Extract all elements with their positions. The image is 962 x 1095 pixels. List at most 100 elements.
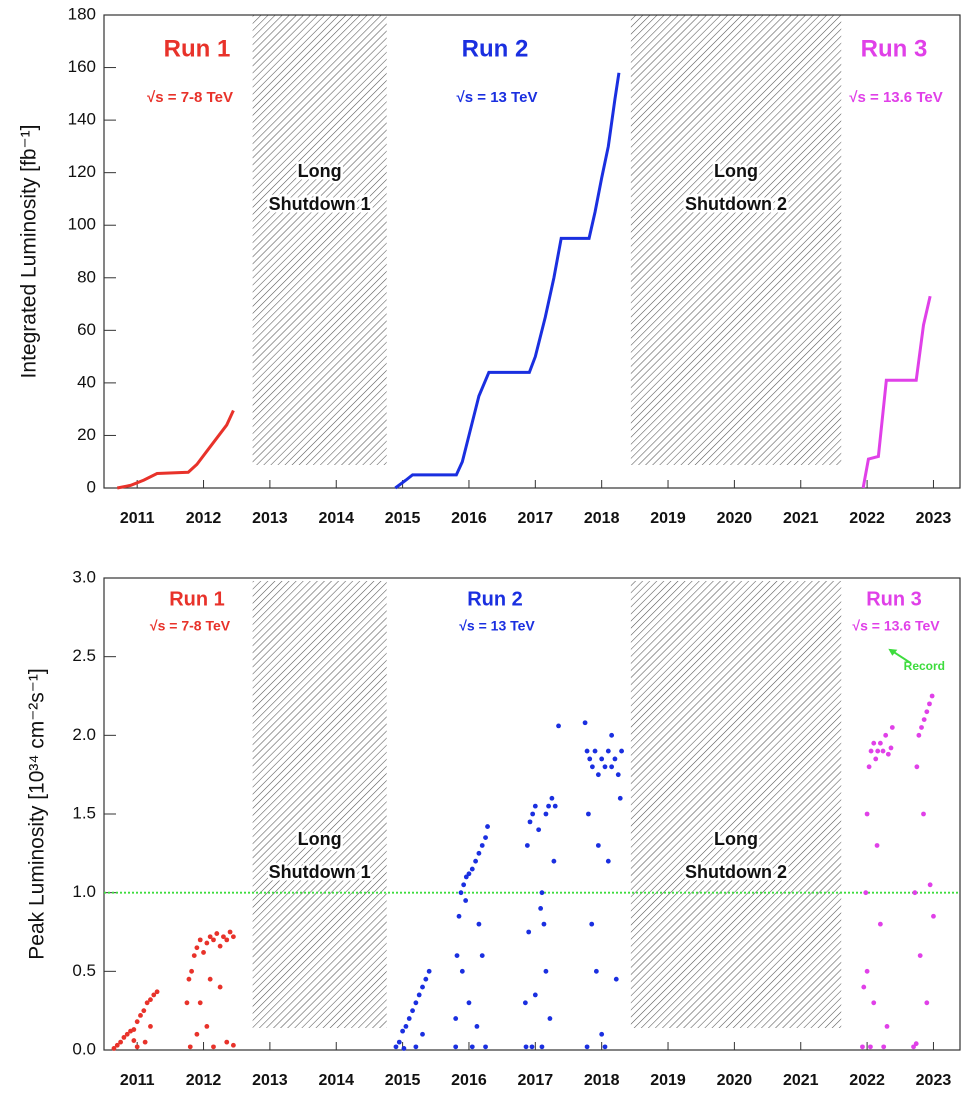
shutdown-region xyxy=(252,15,387,465)
data-point xyxy=(416,992,422,998)
y-axis-label: Integrated Luminosity [fb⁻¹] xyxy=(18,125,41,379)
x-tick-label: 2021 xyxy=(783,510,819,527)
data-point xyxy=(230,934,236,940)
x-tick-label: 2014 xyxy=(318,510,354,527)
data-point xyxy=(874,843,880,848)
y-tick-label: 2.0 xyxy=(72,725,96,744)
data-point xyxy=(217,984,223,990)
data-point xyxy=(194,1031,200,1037)
data-point xyxy=(393,1044,399,1050)
data-point xyxy=(184,1000,190,1006)
data-point xyxy=(538,906,544,911)
data-point xyxy=(602,764,608,770)
data-point xyxy=(401,1046,407,1051)
data-point xyxy=(121,1035,127,1040)
data-point xyxy=(459,968,465,974)
data-point xyxy=(522,1000,528,1006)
x-tick-label: 2016 xyxy=(451,1072,487,1089)
y-tick-label: 140 xyxy=(68,110,96,129)
data-point xyxy=(131,1038,137,1043)
energy-label: √s = 13.6 TeV xyxy=(849,89,942,106)
data-point xyxy=(931,913,936,919)
data-point xyxy=(458,890,464,896)
data-point xyxy=(186,976,192,982)
data-point xyxy=(154,989,160,995)
data-point xyxy=(587,756,593,762)
data-point xyxy=(539,890,545,896)
data-point xyxy=(201,950,206,955)
label-bg xyxy=(674,827,799,853)
data-point xyxy=(141,1008,147,1014)
shutdown-region xyxy=(252,581,387,1028)
label-bg xyxy=(257,860,382,886)
data-point xyxy=(914,764,920,770)
data-point xyxy=(864,811,870,817)
y-tick-label: 1.5 xyxy=(72,803,96,822)
data-point xyxy=(469,866,475,872)
x-tick-label: 2015 xyxy=(385,510,421,527)
data-point xyxy=(868,748,874,754)
panel: Long Shutdown 1 Long Shutdown 2 0.0 0.5 1.0 1.5… xyxy=(26,567,961,1089)
y-tick-label: 100 xyxy=(68,215,96,234)
data-point xyxy=(214,931,220,936)
data-point xyxy=(916,732,922,738)
shutdown-label: Long xyxy=(714,829,758,849)
x-tick-label: 2023 xyxy=(916,510,952,527)
data-point xyxy=(532,992,538,998)
label-bg xyxy=(674,192,799,218)
data-point xyxy=(194,945,200,951)
data-point xyxy=(406,1016,412,1021)
x-tick-label: 2012 xyxy=(186,1072,222,1089)
data-point xyxy=(479,953,485,958)
x-tick-label: 2011 xyxy=(120,510,155,527)
y-tick-label: 20 xyxy=(77,425,96,444)
data-point xyxy=(913,1041,919,1047)
label-bg xyxy=(257,192,382,218)
data-point xyxy=(875,748,881,754)
shutdown-label: Long xyxy=(298,829,342,849)
data-point xyxy=(148,1024,153,1029)
data-point xyxy=(911,1044,916,1050)
data-point xyxy=(612,756,618,762)
data-point xyxy=(929,693,935,699)
data-point xyxy=(466,1000,472,1006)
run-label: Run 3 xyxy=(866,588,922,610)
data-point xyxy=(595,772,601,778)
label-bg xyxy=(257,159,382,185)
data-point xyxy=(114,1042,120,1048)
run-label: Run 1 xyxy=(164,35,231,62)
data-point xyxy=(871,1000,877,1006)
energy-label: √s = 7-8 TeV xyxy=(147,89,233,106)
data-point xyxy=(861,984,867,990)
data-point xyxy=(881,1044,887,1050)
x-tick-label: 2019 xyxy=(650,1072,686,1089)
data-point xyxy=(552,803,558,809)
y-tick-label: 0 xyxy=(87,477,96,496)
data-point xyxy=(224,937,230,943)
data-point xyxy=(605,858,611,864)
run-label: Run 2 xyxy=(467,588,523,610)
data-point xyxy=(549,795,555,801)
y-tick-label: 0.5 xyxy=(72,961,96,980)
data-point xyxy=(197,1000,203,1006)
x-tick-label: 2013 xyxy=(252,510,288,527)
data-point xyxy=(224,1039,230,1045)
data-point xyxy=(613,976,619,982)
data-point xyxy=(144,1000,150,1006)
shutdown-label: Shutdown 1 xyxy=(269,194,371,214)
data-point xyxy=(541,921,547,927)
shutdown-label: Shutdown 1 xyxy=(269,862,371,882)
data-point xyxy=(584,748,590,754)
data-point xyxy=(403,1024,409,1029)
data-point xyxy=(423,976,429,982)
data-point xyxy=(453,1016,459,1021)
data-point xyxy=(111,1046,117,1051)
data-point xyxy=(543,811,549,817)
x-tick-label: 2012 xyxy=(186,510,222,527)
data-point xyxy=(413,1000,419,1006)
data-point xyxy=(456,913,462,919)
data-point xyxy=(413,1044,419,1050)
data-point xyxy=(118,1039,123,1045)
y-tick-label: 80 xyxy=(77,267,96,286)
data-point xyxy=(883,732,889,738)
